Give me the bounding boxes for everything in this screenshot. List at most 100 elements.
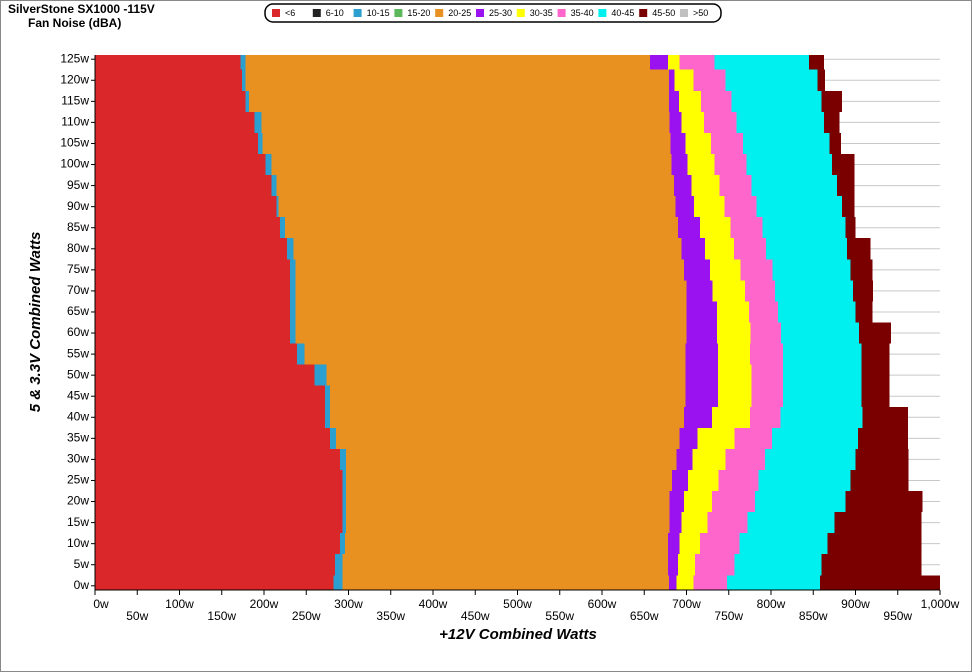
x-tick-label: 700w [672,597,701,611]
x-tick-label: 900w [841,597,870,611]
bar-segment [333,575,343,590]
bar-segment [679,55,715,70]
bar-segment [683,406,712,428]
bar-segment [95,153,266,176]
y-tick-label: 75w [67,262,89,276]
x-tick-label: 750w [714,609,743,623]
y-tick-label: 70w [67,283,89,297]
bar-segment [271,153,672,176]
x-tick-label: 200w [250,597,279,611]
bar-segment [276,175,674,197]
bar-segment [342,512,346,534]
bar-segment [711,132,744,154]
bar-segment [669,512,682,534]
bar-segment [345,448,677,470]
bar-segment [845,217,856,239]
y-tick-label: 35w [67,431,89,445]
bar-segment [262,132,671,154]
bar-segment [751,364,783,386]
y-tick-label: 105w [60,136,89,150]
bar-segment [95,385,325,407]
bar-segment [821,554,922,576]
bar-segment [724,196,757,218]
bar-segment [342,469,346,492]
chart-subtitle: Fan Noise (dBA) [28,16,121,30]
bar-segment [734,427,772,449]
bar-segment [733,238,766,260]
legend-label: 40-45 [611,8,634,18]
bar-segment [258,132,263,154]
bar-segment [670,132,686,154]
bar-segment [329,427,336,449]
bar-segment [240,55,246,70]
bar-segment [669,111,682,133]
y-axis-label: 5 & 3.3V Combined Watts [27,232,44,413]
bar-segment [743,132,830,154]
x-tick-label: 150w [207,609,236,623]
legend-label: 25-30 [489,8,512,18]
bar-segment [683,259,711,281]
bar-segment [254,111,262,133]
bar-segment [747,512,835,534]
legend-swatch [639,9,648,17]
bar-segment [836,175,855,197]
bar-segment [678,554,695,576]
bar-segment [809,55,825,70]
legend-swatch [557,9,566,17]
bar-segment [345,533,668,555]
bar-segment [95,343,297,365]
x-tick-label: 500w [503,597,532,611]
bar-segment [782,385,862,407]
bar-segment [734,554,822,576]
bar-segment [731,90,822,112]
bar-segment [95,301,291,323]
chart-title: SilverStone SX1000 -115V [8,2,155,16]
bar-segment [667,55,680,70]
bar-segment [691,175,720,197]
legend-label: 20-25 [448,8,471,18]
bar-segment [676,575,694,590]
bar-segment [95,238,287,260]
bar-segment [762,217,846,239]
bar-segment [829,132,842,154]
x-tick-label: 350w [376,609,405,623]
bar-segment [820,575,940,590]
bar-segment [290,301,296,323]
bar-segment [296,343,305,365]
bar-segment [736,111,825,133]
x-tick-label: 800w [757,597,786,611]
bar-segment [758,469,851,492]
y-tick-label: 20w [67,494,89,508]
bar-segment [334,554,343,576]
bar-segment [712,280,745,302]
x-tick-label: 600w [588,597,617,611]
y-tick-label: 90w [67,199,89,213]
y-tick-label: 30w [67,452,89,466]
bar-segment [340,533,346,555]
bar-segment [717,343,750,365]
bar-segment [861,364,890,386]
bar-segment [326,364,686,386]
bar-segment [345,512,670,534]
bar-segment [725,69,818,91]
bar-segment [744,280,776,302]
legend-label: 6-10 [326,8,344,18]
bar-segment [683,491,712,513]
bar-segment [674,69,694,91]
bar-segment [669,491,684,513]
bar-segment [765,448,856,470]
bar-segment [290,322,296,344]
bar-segment [672,469,689,492]
bar-segment [329,406,684,428]
legend-swatch [272,9,280,17]
bar-segment [847,238,871,260]
bar-segment [342,554,668,576]
bar-segment [668,575,677,590]
bar-segment [681,512,708,534]
bar-segment [688,469,719,492]
bar-segment [821,90,842,112]
legend-swatch [435,9,444,17]
bar-segment [95,364,315,386]
bar-segment [692,448,726,470]
